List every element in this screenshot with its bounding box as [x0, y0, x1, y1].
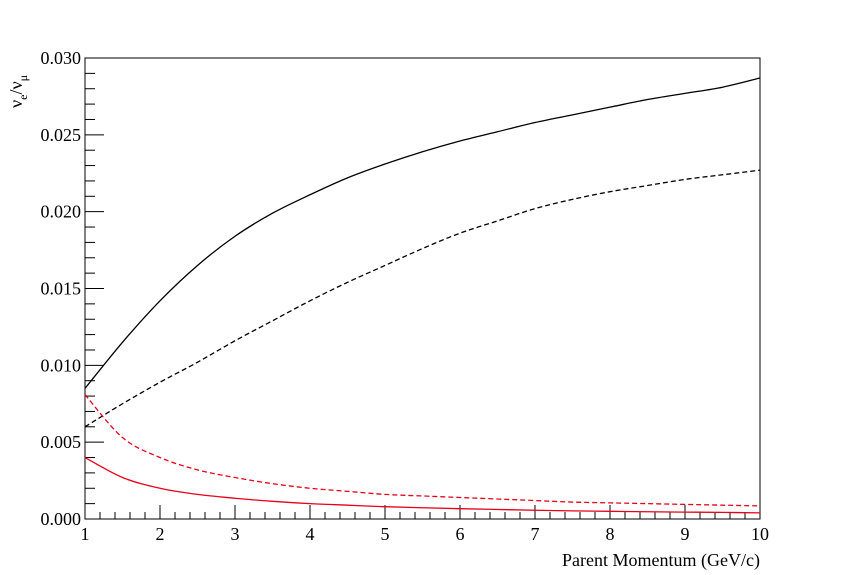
- series-red-solid: [84, 456, 761, 514]
- x-tick-label: 6: [456, 524, 465, 544]
- x-tick-label: 2: [156, 524, 165, 544]
- y-axis-title: νe/νμ: [6, 75, 30, 108]
- y-axis-ticks: 0.000 0.005 0.010 0.015 0.020 0.025 0.030: [41, 48, 104, 529]
- x-tick-label: 8: [606, 524, 615, 544]
- y-tick-label: 0.030: [41, 48, 82, 68]
- y-tick-label: 0.000: [41, 509, 82, 529]
- y-tick-label: 0.010: [41, 355, 82, 375]
- series-black-dashed: [84, 169, 761, 428]
- x-axis-title: Parent Momentum (GeV/c): [562, 550, 760, 571]
- y-tick-label: 0.015: [41, 279, 82, 299]
- y-title-slash: /: [6, 90, 26, 95]
- series-layer: [84, 77, 761, 514]
- series-black-solid: [84, 77, 761, 389]
- y-title-sub-mu: μ: [16, 75, 30, 81]
- x-axis-ticks: 1 2 3 4 5 6 7 8 9 10: [81, 505, 769, 544]
- x-tick-label: 3: [231, 524, 240, 544]
- y-title-nu-e: ν: [6, 100, 26, 108]
- y-title-nu-mu: ν: [6, 81, 26, 89]
- series-red-dashed: [84, 394, 761, 507]
- x-tick-label: 9: [681, 524, 690, 544]
- y-tick-label: 0.005: [41, 432, 82, 452]
- x-tick-label: 7: [531, 524, 540, 544]
- x-tick-label: 5: [381, 524, 390, 544]
- y-tick-label: 0.020: [41, 202, 82, 222]
- x-tick-label: 10: [751, 524, 769, 544]
- x-tick-label: 1: [81, 524, 90, 544]
- y-tick-label: 0.025: [41, 125, 82, 145]
- plot-frame: [84, 57, 761, 520]
- x-tick-label: 4: [306, 524, 315, 544]
- y-title-sub-e: e: [16, 95, 30, 100]
